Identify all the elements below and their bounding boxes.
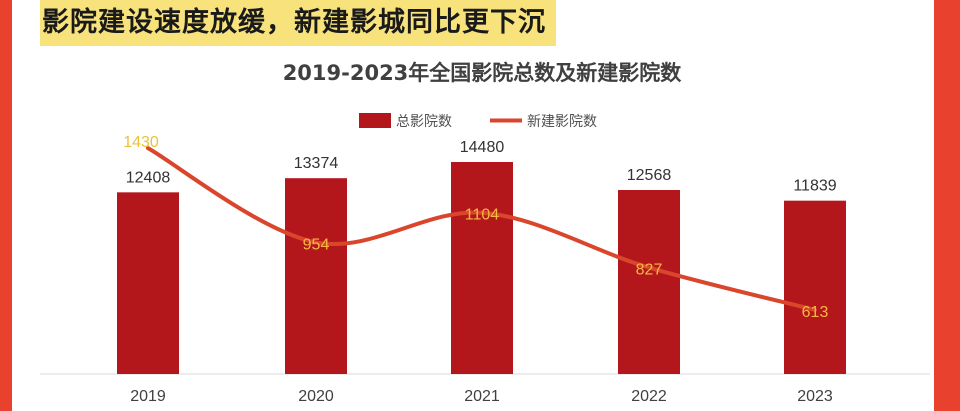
bar-value-label-2019: 12408 xyxy=(126,169,171,186)
bar-value-label-2022: 12568 xyxy=(627,167,672,184)
legend-line-label: 新建影院数 xyxy=(527,114,597,130)
left-frame-border xyxy=(0,0,12,411)
bar-value-label-2021: 14480 xyxy=(460,139,505,156)
x-tick-2022: 2022 xyxy=(631,388,667,405)
line-value-label-2022: 827 xyxy=(636,262,663,279)
bar-value-label-2023: 11839 xyxy=(793,178,836,195)
line-value-label-2023: 613 xyxy=(802,304,829,321)
x-tick-2020: 2020 xyxy=(298,388,334,405)
legend-bar-label: 总影院数 xyxy=(396,114,452,130)
x-tick-2023: 2023 xyxy=(797,388,833,405)
line-value-label-2020: 954 xyxy=(303,236,330,253)
line-value-label-2019: 1430 xyxy=(123,134,159,151)
right-frame-border xyxy=(934,0,960,411)
bar-labels-layer: 12408 13374 14480 12568 11839 xyxy=(126,139,837,195)
line-series-path xyxy=(146,146,817,312)
bar-2023 xyxy=(784,200,846,374)
bar-2022 xyxy=(618,189,680,374)
bar-2021 xyxy=(451,162,513,374)
bars-layer xyxy=(117,162,846,374)
bar-2020 xyxy=(285,178,347,374)
line-value-label-2021: 1104 xyxy=(465,207,500,224)
x-tick-labels: 2019 2020 2021 2022 2023 xyxy=(130,388,833,405)
legend: 总影院数 新建影院数 xyxy=(359,113,597,130)
x-tick-2019: 2019 xyxy=(130,388,166,405)
line-labels-layer: 1430 954 1104 827 613 xyxy=(123,134,828,321)
legend-bar-swatch xyxy=(359,113,391,128)
x-tick-2021: 2021 xyxy=(464,388,500,405)
bar-value-label-2020: 13374 xyxy=(294,155,339,172)
chart-title: 2019-2023年全国影院总数及新建影院数 xyxy=(283,61,683,85)
bar-2019 xyxy=(117,192,179,374)
headline: 影院建设速度放缓，新建影城同比更下沉 xyxy=(40,0,556,46)
